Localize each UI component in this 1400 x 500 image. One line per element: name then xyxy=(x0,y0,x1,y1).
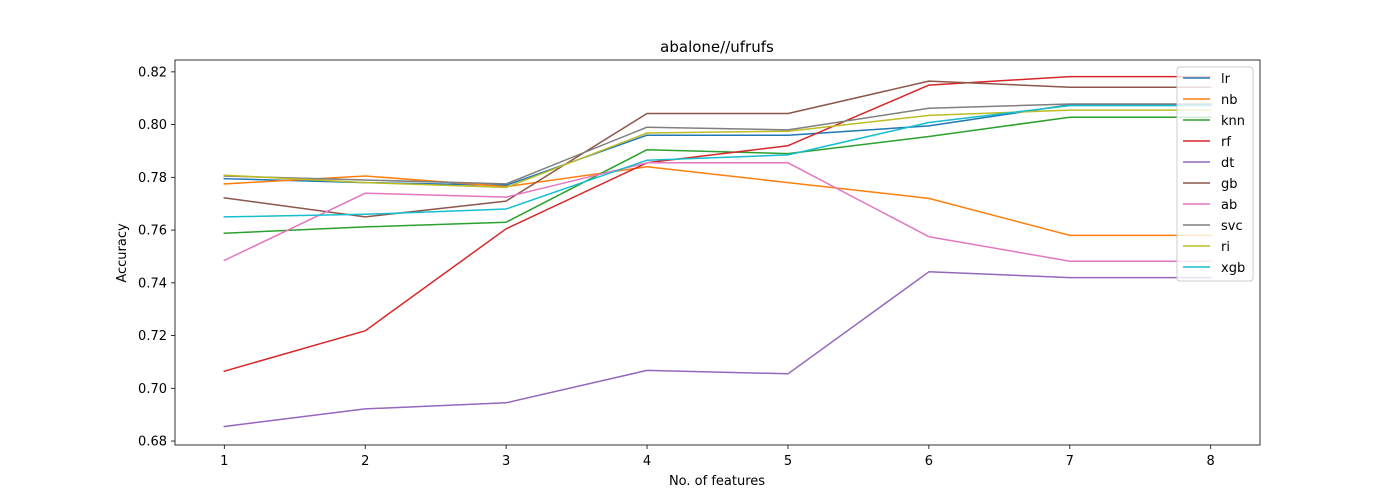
legend-label-knn: knn xyxy=(1221,114,1245,129)
legend-label-svc: svc xyxy=(1221,219,1243,234)
legend: lr nb knn rf dt gb ab svc ri xgb xyxy=(1176,66,1254,282)
x-tick-label: 7 xyxy=(1066,454,1074,469)
legend-label-ri: ri xyxy=(1221,240,1230,255)
legend-label-dt: dt xyxy=(1221,156,1234,171)
legend-label-xgb: xgb xyxy=(1221,261,1245,276)
y-tick-label: 0.76 xyxy=(138,224,167,239)
legend-label-ab: ab xyxy=(1221,198,1237,213)
y-tick-label: 0.72 xyxy=(138,329,167,344)
series-layer xyxy=(223,75,1212,428)
series-line-knn xyxy=(223,116,1212,234)
legend-label-nb: nb xyxy=(1221,93,1238,108)
series-line-gb xyxy=(223,80,1212,218)
series-line-ri xyxy=(223,109,1212,189)
y-tick-label: 0.74 xyxy=(138,276,167,291)
chart-title: abalone//ufrufs xyxy=(660,38,774,56)
series-line-rf xyxy=(223,75,1212,373)
series-line-dt xyxy=(223,271,1212,428)
y-axis-title: Accuracy xyxy=(115,223,130,283)
y-tick-label: 0.78 xyxy=(138,171,167,186)
legend-label-gb: gb xyxy=(1221,177,1238,192)
x-tick-label: 2 xyxy=(361,454,369,469)
x-tick-label: 5 xyxy=(784,454,792,469)
x-axis-title: No. of features xyxy=(669,474,765,489)
plot-frame xyxy=(174,59,1261,446)
y-tick-label: 0.70 xyxy=(138,382,167,397)
x-tick-label: 3 xyxy=(502,454,510,469)
x-tick-label: 6 xyxy=(925,454,933,469)
y-tick-label: 0.82 xyxy=(138,65,167,80)
y-tick-label: 0.80 xyxy=(138,118,167,133)
x-tick-label: 4 xyxy=(643,454,651,469)
series-line-ab xyxy=(223,162,1212,262)
x-tick-label: 1 xyxy=(220,454,228,469)
axes-layer: 1 2 3 4 5 6 7 8 0.68 0.70 0.72 0.74 0.76 0.78 0.80 0.82 xyxy=(138,59,1261,469)
y-tick-label: 0.68 xyxy=(138,435,167,450)
x-tick-label: 8 xyxy=(1207,454,1215,469)
series-line-xgb xyxy=(223,104,1212,218)
legend-label-rf: rf xyxy=(1221,135,1231,150)
series-line-nb xyxy=(223,166,1212,237)
series-line-svc xyxy=(223,103,1212,185)
legend-label-lr: lr xyxy=(1221,72,1231,87)
